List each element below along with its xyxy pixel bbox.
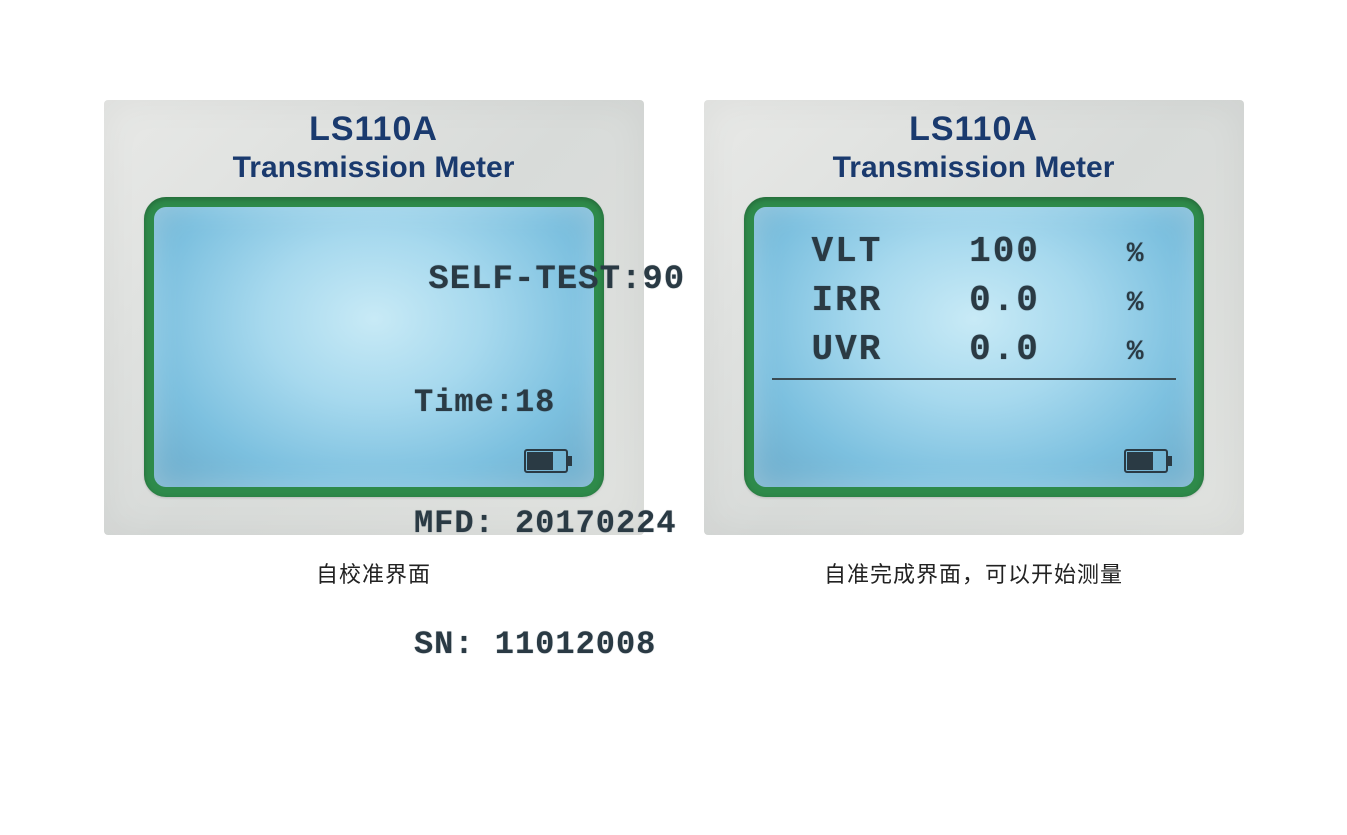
mfd-value: 20170224 <box>515 505 677 542</box>
irr-unit: % <box>1127 288 1146 319</box>
lcd-line-time: Time:18 <box>172 347 576 458</box>
measure-row-uvr: UVR 0.0 % <box>772 329 1176 370</box>
mfd-label: MFD: <box>414 505 495 542</box>
caption-right: 自准完成界面，可以开始测量 <box>824 557 1123 589</box>
device-body-left: LS110A Transmission Meter SELF-TEST:90% … <box>104 100 644 535</box>
uvr-label: UVR <box>812 329 883 370</box>
left-panel: LS110A Transmission Meter SELF-TEST:90% … <box>104 100 644 589</box>
screen-bezel-right: VLT 100 % IRR 0.0 % UVR 0.0 % <box>744 197 1204 497</box>
selftest-value: 90 <box>642 261 685 299</box>
device-model-right: LS110A <box>704 110 1244 149</box>
lcd-line-sn: SN: 11012008 <box>172 589 576 700</box>
vlt-label: VLT <box>812 231 883 272</box>
time-label: Time: <box>414 384 515 421</box>
device-body-right: LS110A Transmission Meter VLT 100 % IRR … <box>704 100 1244 535</box>
device-subtitle-right: Transmission Meter <box>704 151 1244 185</box>
device-title-left: LS110A Transmission Meter <box>104 100 644 185</box>
time-value: 18 <box>515 384 555 421</box>
uvr-value: 0.0 <box>969 329 1040 370</box>
sn-label: SN: <box>414 626 475 663</box>
measure-row-irr: IRR 0.0 % <box>772 280 1176 321</box>
selftest-label: SELF-TEST: <box>428 261 642 299</box>
figure-container: LS110A Transmission Meter SELF-TEST:90% … <box>0 0 1347 589</box>
lcd-divider <box>772 378 1176 380</box>
measure-row-vlt: VLT 100 % <box>772 231 1176 272</box>
battery-icon <box>1124 449 1174 473</box>
device-model-left: LS110A <box>104 110 644 149</box>
lcd-line-mfd: MFD: 20170224 <box>172 468 576 579</box>
right-panel: LS110A Transmission Meter VLT 100 % IRR … <box>704 100 1244 589</box>
device-title-right: LS110A Transmission Meter <box>704 100 1244 185</box>
battery-icon <box>524 449 574 473</box>
irr-value: 0.0 <box>969 280 1040 321</box>
screen-bezel-left: SELF-TEST:90% Time:18 MFD: 20170224 SN: … <box>144 197 604 497</box>
uvr-unit: % <box>1127 337 1146 368</box>
device-subtitle-left: Transmission Meter <box>104 151 644 185</box>
lcd-screen-right: VLT 100 % IRR 0.0 % UVR 0.0 % <box>754 207 1194 487</box>
sn-value: 11012008 <box>495 626 657 663</box>
lcd-screen-left: SELF-TEST:90% Time:18 MFD: 20170224 SN: … <box>154 207 594 487</box>
vlt-value: 100 <box>969 231 1040 272</box>
lcd-line-selftest: SELF-TEST:90% <box>172 223 576 337</box>
vlt-unit: % <box>1127 239 1146 270</box>
irr-label: IRR <box>812 280 883 321</box>
